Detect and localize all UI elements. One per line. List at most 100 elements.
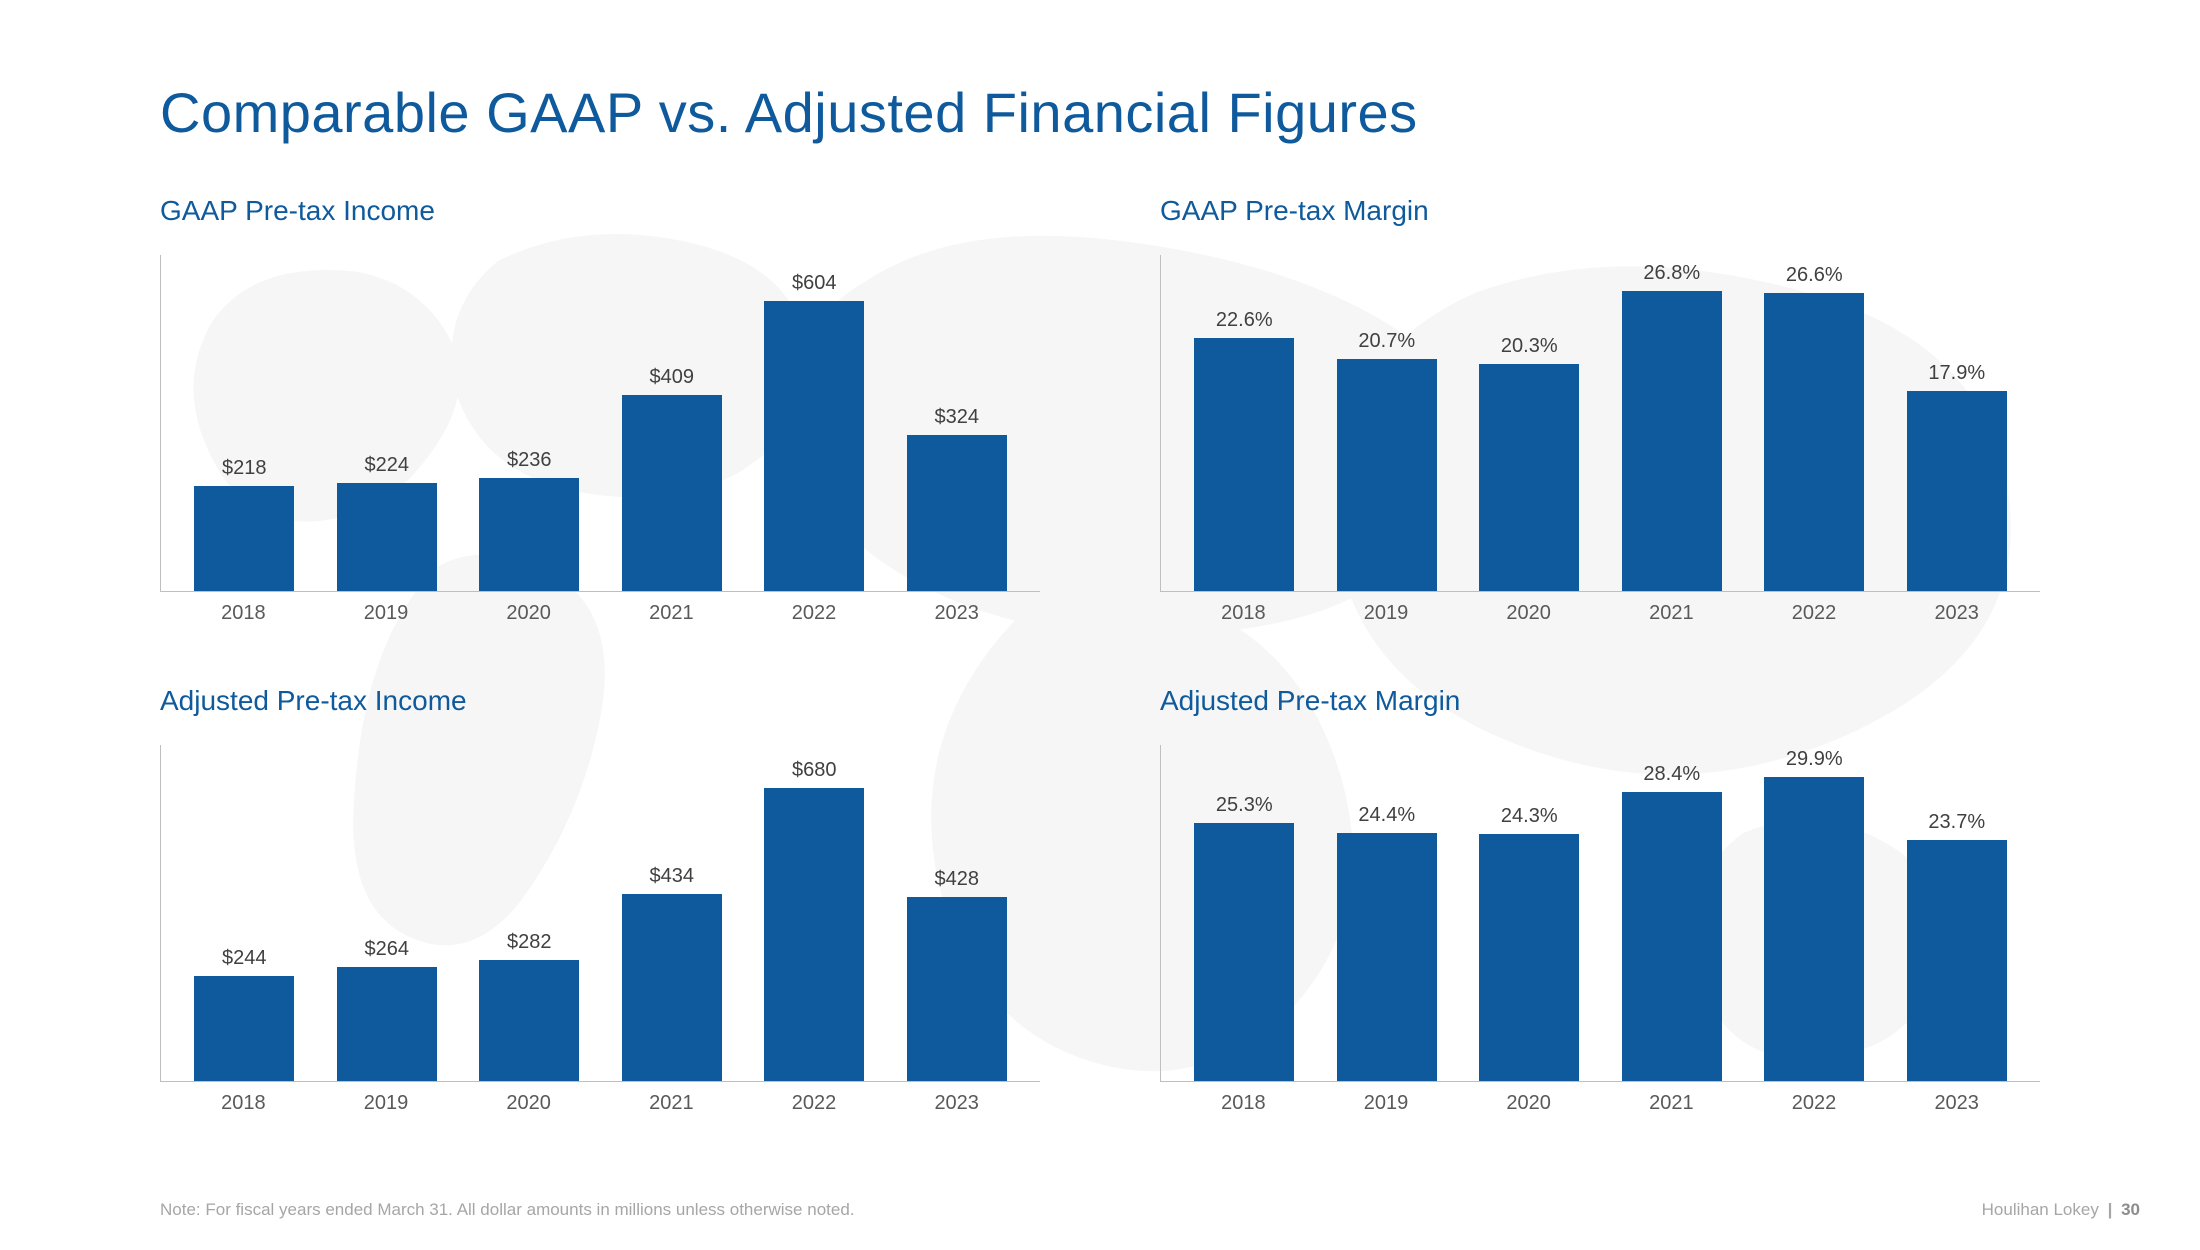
x-tick: 2023 xyxy=(885,1092,1028,1115)
bar-value-label: $224 xyxy=(365,454,410,477)
bar-value-label: 20.3% xyxy=(1501,335,1558,358)
x-tick: 2019 xyxy=(315,602,458,625)
x-tick: 2021 xyxy=(600,1092,743,1115)
bar-slot: 23.7% xyxy=(1886,745,2029,1081)
bar xyxy=(907,897,1007,1081)
bar xyxy=(1479,834,1579,1081)
x-tick: 2018 xyxy=(172,1092,315,1115)
x-tick: 2022 xyxy=(743,602,886,625)
bar-value-label: 26.6% xyxy=(1786,264,1843,287)
x-tick: 2022 xyxy=(1743,602,1886,625)
bar xyxy=(194,976,294,1081)
bar-value-label: $236 xyxy=(507,449,552,472)
bar xyxy=(764,788,864,1081)
bar-slot: 22.6% xyxy=(1173,255,1316,591)
footer-separator: | xyxy=(2108,1200,2113,1219)
bar xyxy=(764,301,864,591)
bar-value-label: 22.6% xyxy=(1216,309,1273,332)
bar-value-label: $409 xyxy=(650,366,695,389)
x-tick: 2018 xyxy=(1172,1092,1315,1115)
bar-slot: $428 xyxy=(886,745,1029,1081)
bar-chart: $218 $224 $236 $409 $604 $324 xyxy=(160,255,1040,592)
panel-title: Adjusted Pre-tax Margin xyxy=(1160,685,2040,717)
bar-slot: 20.7% xyxy=(1316,255,1459,591)
bar xyxy=(1337,359,1437,591)
bar-slot: $218 xyxy=(173,255,316,591)
x-axis: 201820192020202120222023 xyxy=(160,602,1040,625)
x-tick: 2018 xyxy=(172,602,315,625)
x-tick: 2020 xyxy=(1457,602,1600,625)
x-tick: 2023 xyxy=(885,602,1028,625)
panel-gaap-pretax-margin: GAAP Pre-tax Margin 22.6% 20.7% 20.3% 26.8%… xyxy=(1160,195,2040,625)
bar-slot: 25.3% xyxy=(1173,745,1316,1081)
footnote: Note: For fiscal years ended March 31. A… xyxy=(160,1200,855,1220)
bar-slot: $604 xyxy=(743,255,886,591)
bar-value-label: $244 xyxy=(222,947,267,970)
x-tick: 2019 xyxy=(1315,602,1458,625)
bar xyxy=(1337,833,1437,1081)
bar xyxy=(337,483,437,591)
bar-value-label: $428 xyxy=(935,868,980,891)
bar-slot: $324 xyxy=(886,255,1029,591)
bar-value-label: $680 xyxy=(792,759,837,782)
x-tick: 2023 xyxy=(1885,602,2028,625)
panel-gaap-pretax-income: GAAP Pre-tax Income $218 $224 $236 $409 $604… xyxy=(160,195,1040,625)
footer-page-number: 30 xyxy=(2121,1200,2140,1219)
panel-title: GAAP Pre-tax Margin xyxy=(1160,195,2040,227)
footer-brand: Houlihan Lokey xyxy=(1982,1200,2099,1219)
bar-chart: 25.3%24.4%24.3%28.4%29.9%23.7% xyxy=(1160,745,2040,1082)
bar xyxy=(622,894,722,1081)
footer-brand-page: Houlihan Lokey | 30 xyxy=(1982,1200,2140,1220)
panel-title: GAAP Pre-tax Income xyxy=(160,195,1040,227)
x-axis: 201820192020202120222023 xyxy=(1160,1092,2040,1115)
bar-value-label: 28.4% xyxy=(1643,763,1700,786)
bar-slot: $680 xyxy=(743,745,886,1081)
x-tick: 2020 xyxy=(1457,1092,1600,1115)
x-tick: 2021 xyxy=(1600,602,1743,625)
bar-value-label: 17.9% xyxy=(1928,362,1985,385)
x-tick: 2021 xyxy=(600,602,743,625)
page-title: Comparable GAAP vs. Adjusted Financial F… xyxy=(160,80,2040,145)
bar-slot: 24.3% xyxy=(1458,745,1601,1081)
bar-slot: 28.4% xyxy=(1601,745,1744,1081)
bar-value-label: $324 xyxy=(935,406,980,429)
bar xyxy=(1194,338,1294,591)
x-tick: 2022 xyxy=(1743,1092,1886,1115)
bar-chart: 22.6% 20.7% 20.3% 26.8% 26.6% 17.9% xyxy=(1160,255,2040,592)
bar-chart: $244 $264 $282 $434 $680 $428 xyxy=(160,745,1040,1082)
bar xyxy=(1479,364,1579,591)
panel-adjusted-pretax-margin: Adjusted Pre-tax Margin 25.3%24.4% 24.3% 2… xyxy=(1160,685,2040,1115)
bar xyxy=(1907,391,2007,591)
x-axis: 201820192020202120222023 xyxy=(160,1092,1040,1115)
x-tick: 2023 xyxy=(1885,1092,2028,1115)
bar-slot: 17.9% xyxy=(1886,255,2029,591)
bar-value-label: $282 xyxy=(507,931,552,954)
bar xyxy=(479,960,579,1081)
bar-slot: $224 xyxy=(316,255,459,591)
bar-slot: $244 xyxy=(173,745,316,1081)
x-tick: 2018 xyxy=(1172,602,1315,625)
bar xyxy=(622,395,722,591)
bar-slot: $409 xyxy=(601,255,744,591)
bar xyxy=(194,486,294,591)
x-tick: 2021 xyxy=(1600,1092,1743,1115)
bar-slot: $236 xyxy=(458,255,601,591)
bar-slot: 20.3% xyxy=(1458,255,1601,591)
bar-value-label: 23.7% xyxy=(1928,811,1985,834)
bar-slot: 24.4% xyxy=(1316,745,1459,1081)
charts-grid: GAAP Pre-tax Income $218 $224 $236 $409 $604… xyxy=(160,195,2040,1115)
bar xyxy=(1622,792,1722,1081)
bar-value-label: $218 xyxy=(222,457,267,480)
bar-slot: $264 xyxy=(316,745,459,1081)
x-tick: 2022 xyxy=(743,1092,886,1115)
panel-adjusted-pretax-income: Adjusted Pre-tax Income $244$264$282$434… xyxy=(160,685,1040,1115)
bar-slot: $434 xyxy=(601,745,744,1081)
bar-value-label: 24.3% xyxy=(1501,805,1558,828)
bar-slot: $282 xyxy=(458,745,601,1081)
bar xyxy=(337,967,437,1081)
bar xyxy=(1764,777,1864,1081)
bar xyxy=(1764,293,1864,591)
bar-value-label: 26.8% xyxy=(1643,262,1700,285)
x-axis: 201820192020202120222023 xyxy=(1160,602,2040,625)
bar-value-label: $604 xyxy=(792,272,837,295)
